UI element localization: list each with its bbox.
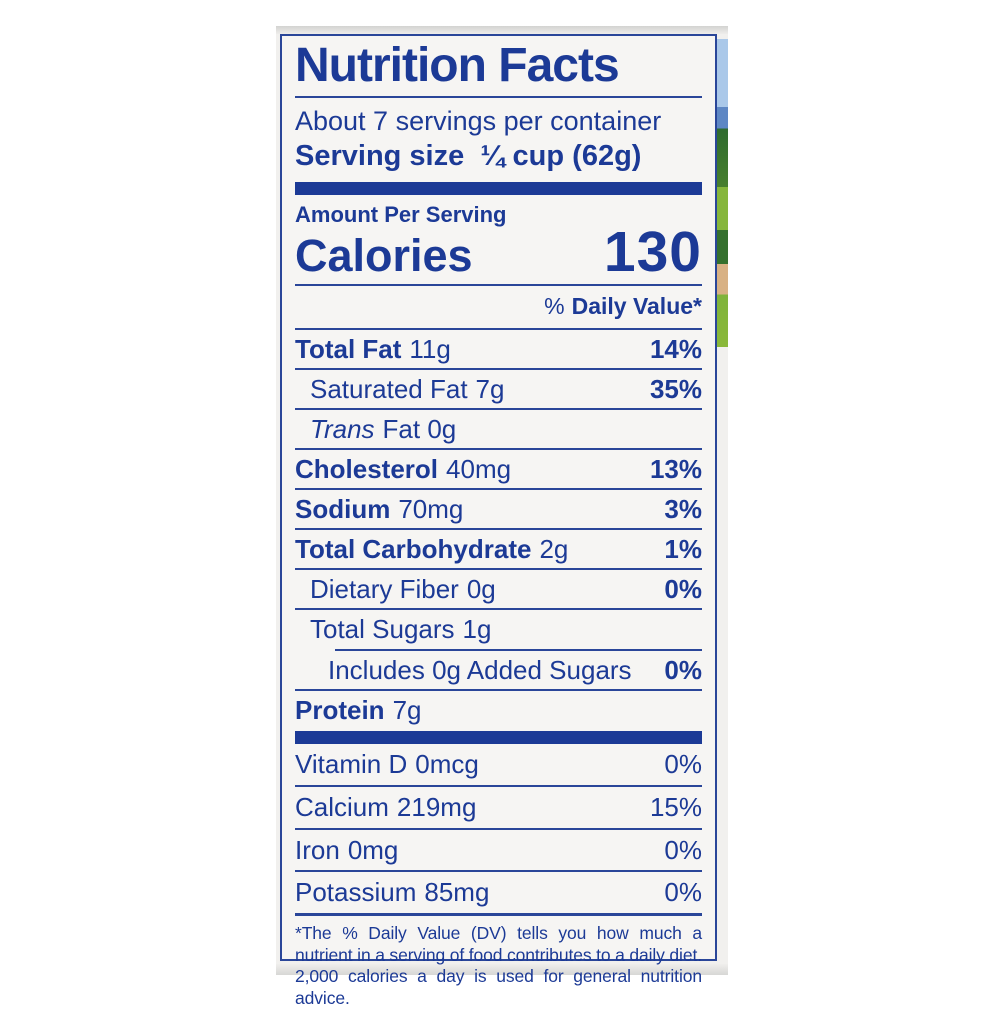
footnote-text: *The % Daily Value (DV) tells you how mu… — [295, 923, 702, 1008]
micronutrient-name: Potassium — [295, 877, 417, 908]
percent-symbol: % — [544, 292, 565, 319]
nutrient-name: Trans — [310, 413, 375, 444]
daily-value-rule — [295, 327, 702, 330]
micronutrient-row-vitamin-d: Vitamin D 0mcg 0% — [295, 744, 702, 787]
total-sugars-subrule — [335, 648, 702, 651]
nutrient-name: Protein — [295, 694, 385, 725]
calories-value: 130 — [603, 220, 702, 285]
nutrient-dv: 0% — [664, 654, 702, 685]
nutrient-row-saturated-fat: Saturated Fat 7g 35% — [295, 370, 702, 410]
micronutrient-amount: 0mg — [347, 834, 399, 865]
nutrient-row-total-sugars: Total Sugars 1g — [295, 610, 702, 648]
nutrient-dv: 35% — [649, 373, 702, 404]
nutrient-row-cholesterol: Cholesterol 40mg 13% — [295, 450, 702, 491]
nutrient-row-sodium: Sodium 70mg 3% — [295, 490, 702, 531]
nutrient-row-added-sugars: Includes 0g Added Sugars 0% — [295, 651, 702, 691]
nutrient-row-protein: Protein 7g — [295, 691, 702, 729]
micronutrient-name: Iron — [295, 834, 340, 865]
micronutrient-row-potassium: Potassium 85mg 0% — [295, 872, 702, 913]
micronutrient-dv: 0% — [664, 748, 702, 779]
product-package: Nutrition Facts About 7 servings per con… — [276, 26, 728, 1008]
micronutrient-amount: 219mg — [396, 791, 477, 822]
nutrient-name: Total Fat — [295, 333, 402, 364]
nutrient-name: Sodium — [295, 494, 391, 525]
nutrient-amount: 70mg — [398, 494, 464, 525]
daily-value-text: Daily Value* — [571, 292, 702, 319]
nutrient-amount: 0g — [466, 574, 496, 605]
nutrient-row-total-carbohydrate: Total Carbohydrate 2g 1% — [295, 530, 702, 571]
nutrient-dv: 0% — [664, 574, 702, 605]
daily-value-header: % Daily Value* — [295, 286, 702, 328]
nutrient-name: Dietary Fiber — [310, 574, 459, 605]
calories-label: Calories — [295, 230, 473, 282]
nutrient-amount: Fat 0g — [382, 413, 457, 444]
calories-rule — [295, 283, 702, 286]
serving-size-line: Serving size ¼ cup (62g) — [295, 139, 702, 174]
nutrient-amount: 1g — [462, 614, 492, 645]
nutrient-amount: 2g — [539, 534, 569, 565]
thick-separator-bar-top — [295, 182, 702, 196]
nutrient-row-trans-fat: Trans Fat 0g — [295, 410, 702, 451]
micronutrient-dv: 0% — [664, 834, 702, 865]
package-artwork-sliver — [715, 39, 728, 347]
nutrient-name: Saturated Fat — [310, 373, 468, 404]
micronutrient-row-calcium: Calcium 219mg 15% — [295, 787, 702, 830]
micronutrient-row-iron: Iron 0mg 0% — [295, 830, 702, 873]
nutrient-dv: 14% — [649, 333, 702, 364]
nutrient-name: Total Sugars — [310, 614, 455, 645]
package-bottom-edge — [276, 964, 728, 975]
nutrient-dv: 13% — [649, 454, 702, 485]
nutrient-amount: 7g — [392, 694, 422, 725]
nutrient-row-total-fat: Total Fat 11g 14% — [295, 330, 702, 370]
servings-per-container: About 7 servings per container — [295, 105, 662, 136]
title-rule — [295, 95, 702, 98]
micronutrient-dv: 0% — [664, 877, 702, 908]
footnote-rule — [295, 913, 702, 917]
serving-size-value: ¼ cup (62g) — [480, 140, 642, 173]
micronutrient-dv: 15% — [649, 791, 702, 822]
micronutrient-name: Calcium — [295, 791, 389, 822]
nutrition-facts-panel: Nutrition Facts About 7 servings per con… — [280, 34, 717, 1008]
package-top-edge — [276, 26, 728, 34]
nutrient-amount: 7g — [475, 373, 505, 404]
nutrient-name: Total Carbohydrate — [295, 534, 532, 565]
nutrient-amount: 40mg — [446, 454, 512, 485]
thick-separator-bar-bottom — [295, 730, 702, 744]
amount-per-serving-label: Amount Per Serving — [295, 202, 507, 228]
nutrient-dv: 3% — [664, 494, 702, 525]
micronutrient-name: Vitamin D — [295, 748, 408, 779]
nutrient-dv: 1% — [664, 534, 702, 565]
nutrient-name: Cholesterol — [295, 454, 439, 485]
nutrient-row-dietary-fiber: Dietary Fiber 0g 0% — [295, 570, 702, 611]
nutrient-name: Includes 0g Added Sugars — [328, 654, 632, 685]
micronutrient-amount: 85mg — [424, 877, 490, 908]
nutrient-amount: 11g — [409, 333, 451, 364]
calories-row: Calories 130 — [295, 220, 702, 285]
nutrition-facts-title: Nutrition Facts — [295, 39, 620, 92]
serving-size-label: Serving size — [295, 140, 465, 173]
micronutrient-amount: 0mcg — [415, 748, 479, 779]
